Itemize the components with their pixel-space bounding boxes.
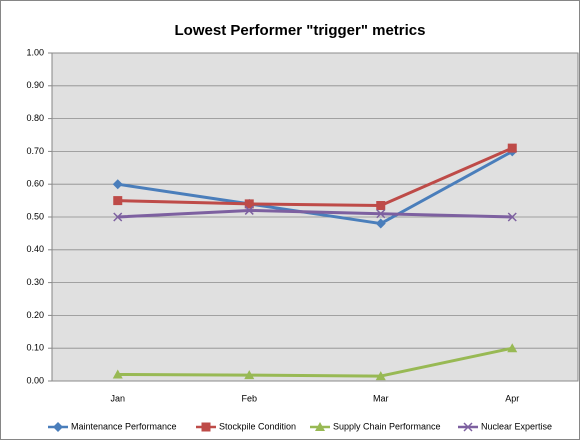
x-tick-label: Jan xyxy=(110,393,125,403)
marker xyxy=(113,196,123,206)
marker xyxy=(244,370,255,380)
y-tick-label: 0.70 xyxy=(26,146,44,156)
legend-label: Stockpile Condition xyxy=(219,421,296,431)
x-tick-label: Apr xyxy=(505,393,519,403)
marker xyxy=(507,212,517,222)
y-tick-label: 0.50 xyxy=(26,211,44,221)
y-tick-label: 0.30 xyxy=(26,277,44,287)
marker xyxy=(201,422,211,432)
y-tick-label: 0.80 xyxy=(26,113,44,123)
y-tick-label: 0.40 xyxy=(26,244,44,254)
marker xyxy=(507,143,517,153)
x-tick-label: Feb xyxy=(241,393,257,403)
legend-label: Nuclear Expertise xyxy=(481,421,552,431)
legend-label: Maintenance Performance xyxy=(71,421,177,431)
series-line xyxy=(117,150,513,226)
marker xyxy=(112,369,123,379)
x-tick-label: Mar xyxy=(373,393,389,403)
chart-title: Lowest Performer "trigger" metrics xyxy=(175,22,426,39)
y-tick-label: 0.90 xyxy=(26,80,44,90)
marker xyxy=(375,371,386,381)
y-tick-label: 0.20 xyxy=(26,310,44,320)
marker xyxy=(376,201,386,211)
y-tick-label: 0.00 xyxy=(26,375,44,385)
series-line xyxy=(117,208,513,219)
marker xyxy=(113,212,123,222)
marker xyxy=(375,218,386,229)
marker xyxy=(244,199,254,209)
y-tick-label: 1.00 xyxy=(26,47,44,57)
marker xyxy=(463,422,473,432)
marker xyxy=(507,343,518,353)
y-tick-label: 0.60 xyxy=(26,179,44,189)
legend-label: Supply Chain Performance xyxy=(333,421,441,431)
marker xyxy=(244,205,254,215)
marker xyxy=(112,179,123,190)
marker xyxy=(53,422,63,432)
y-tick-label: 0.10 xyxy=(26,343,44,353)
marker xyxy=(315,422,325,431)
series-line xyxy=(117,346,513,378)
marker xyxy=(376,209,386,219)
series-line xyxy=(117,146,513,208)
